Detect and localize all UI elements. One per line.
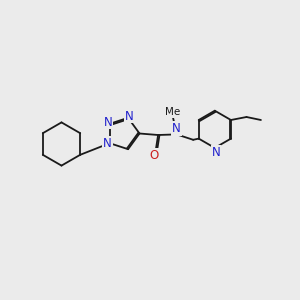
Text: N: N: [212, 146, 220, 159]
Text: N: N: [104, 116, 112, 128]
Text: N: N: [172, 122, 181, 135]
Text: Me: Me: [166, 107, 181, 117]
Text: N: N: [103, 137, 112, 150]
Text: N: N: [125, 110, 134, 122]
Text: O: O: [150, 149, 159, 162]
